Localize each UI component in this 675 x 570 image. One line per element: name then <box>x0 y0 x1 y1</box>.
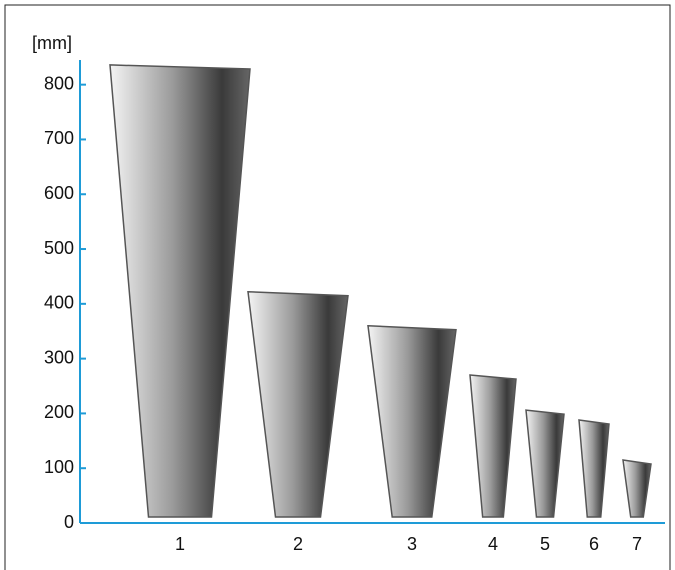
blade <box>623 460 651 517</box>
y-tick-label: 300 <box>44 347 74 367</box>
blade <box>470 375 516 517</box>
y-tick-label: 200 <box>44 402 74 422</box>
x-tick-label: 2 <box>293 534 303 554</box>
blade <box>368 326 456 517</box>
y-tick-label: 0 <box>64 512 74 532</box>
x-tick-label: 4 <box>488 534 498 554</box>
y-tick-label: 100 <box>44 457 74 477</box>
frame <box>5 5 670 570</box>
blade <box>248 292 348 517</box>
page: {"chart_data": {"type": "bar", "y_label"… <box>0 0 675 570</box>
x-tick-label: 5 <box>540 534 550 554</box>
x-tick-label: 7 <box>632 534 642 554</box>
y-tick-label: 800 <box>44 73 74 93</box>
x-tick-label: 1 <box>175 534 185 554</box>
x-tick-label: 6 <box>589 534 599 554</box>
blade <box>110 65 250 517</box>
x-tick-label: 3 <box>407 534 417 554</box>
y-tick-label: 400 <box>44 293 74 313</box>
y-tick-label: 700 <box>44 128 74 148</box>
y-tick-label: 500 <box>44 238 74 258</box>
chart: [mm] 0 100 200 300 400 500 600 700 800 1 2 3 4 5 6 7 <box>0 0 675 570</box>
blade <box>526 410 564 517</box>
y-tick-label: 600 <box>44 183 74 203</box>
blade <box>579 420 609 517</box>
y-axis-label: [mm] <box>32 33 72 53</box>
